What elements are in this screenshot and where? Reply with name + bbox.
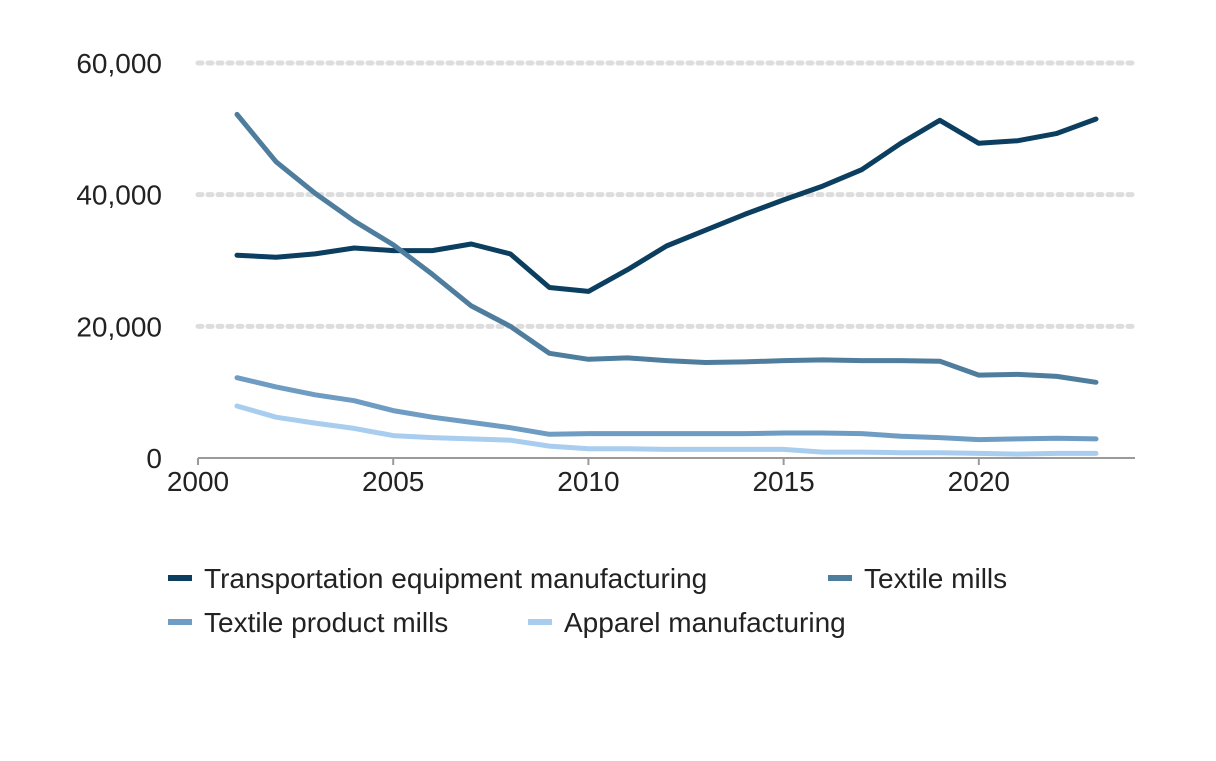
legend-label: Apparel manufacturing	[564, 607, 846, 638]
series-line-4	[234, 403, 1099, 457]
x-tick-label: 2000	[167, 466, 229, 497]
x-tick-label: 2020	[948, 466, 1010, 497]
x-tick-label: 2015	[752, 466, 814, 497]
series-lines	[234, 111, 1099, 457]
series-line-1	[234, 116, 1099, 294]
legend-label: Textile product mills	[204, 607, 448, 638]
series-line-3	[234, 375, 1099, 443]
y-tick-label: 60,000	[76, 48, 162, 79]
gridlines	[195, 60, 1138, 329]
series-line-2	[234, 111, 1099, 385]
y-tick-label: 40,000	[76, 180, 162, 211]
axes: 0 20,000 40,000 60,000 2000 2005 2010 2015 2020	[76, 48, 1135, 497]
legend-label: Textile mills	[864, 563, 1007, 594]
y-tick-label: 0	[146, 443, 162, 474]
legend-label: Transportation equipment manufacturing	[204, 563, 707, 594]
x-tick-label: 2010	[557, 466, 619, 497]
legend: Transportation equipment manufacturing Te…	[168, 563, 1007, 638]
y-tick-label: 20,000	[76, 311, 162, 342]
x-tick-label: 2005	[362, 466, 424, 497]
